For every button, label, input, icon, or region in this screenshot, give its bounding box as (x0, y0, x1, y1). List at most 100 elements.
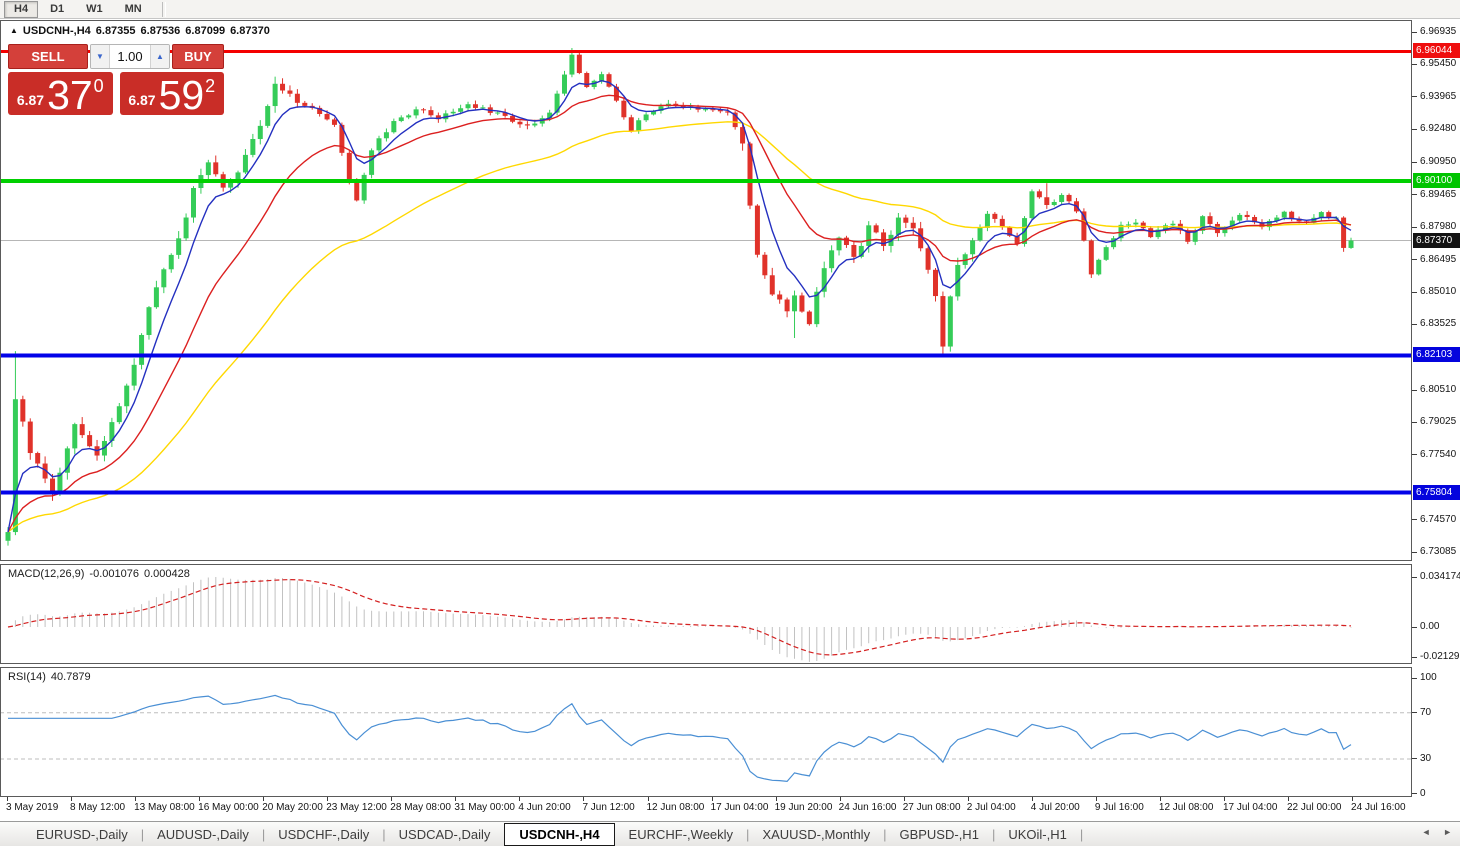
time-tick-mark (1288, 797, 1289, 801)
sell-price-prefix: 6.87 (16, 92, 45, 108)
one-click-trade-panel: SELL ▼ ▲ BUY 6.87 37 0 6.87 59 2 (8, 44, 224, 116)
timeframe-button-mn[interactable]: MN (115, 1, 152, 18)
ohlc-open: 6.87355 (95, 25, 136, 37)
timeframe-button-d1[interactable]: D1 (40, 1, 74, 18)
price-tick-mark (1412, 551, 1417, 553)
time-axis-label: 17 Jul 04:00 (1222, 802, 1278, 813)
price-tick-mark (1412, 161, 1417, 163)
price-tick-mark (1412, 63, 1417, 65)
tab-ukoil-h1[interactable]: UKOil-,H1 (1008, 826, 1067, 842)
price-axis-label: 6.77540 (1420, 448, 1457, 460)
rsi-scale-label: 70 (1420, 706, 1432, 718)
price-tick-mark (1412, 323, 1417, 325)
time-tick-mark (7, 797, 8, 801)
time-axis-label: 16 May 00:00 (198, 802, 259, 813)
timeframe-button-h4[interactable]: H4 (4, 0, 39, 18)
tab-audusd-daily[interactable]: AUDUSD-,Daily (157, 826, 249, 842)
volume-increase-button[interactable]: ▲ (150, 45, 169, 68)
time-tick-mark (647, 797, 649, 801)
macd-name: MACD(12,26,9) (8, 568, 85, 580)
volume-decrease-button[interactable]: ▼ (91, 45, 110, 68)
time-tick-mark (71, 797, 73, 801)
time-tick-mark (775, 797, 777, 801)
volume-spinner: ▼ ▲ (90, 44, 170, 69)
price-axis-label: 6.85010 (1420, 286, 1457, 297)
tab-separator: | (746, 826, 750, 842)
tab-scroll-right-icon[interactable]: ► (1443, 827, 1452, 837)
volume-input[interactable] (110, 45, 150, 68)
tab-scroll-left-icon[interactable]: ◄ (1421, 827, 1431, 837)
time-axis-label: 4 Jun 20:00 (518, 802, 571, 813)
price-tick-mark (1412, 31, 1417, 33)
price-axis-label: 6.96935 (1420, 26, 1457, 37)
buy-price-box[interactable]: 6.87 59 2 (119, 72, 224, 116)
time-axis-label: 9 Jul 16:00 (1094, 802, 1144, 813)
price-axis-label: 6.89465 (1420, 188, 1457, 200)
sell-price-box[interactable]: 6.87 37 0 (8, 72, 113, 116)
time-axis-label: 17 Jun 04:00 (710, 802, 769, 813)
price-tick-mark (1412, 226, 1417, 228)
time-axis: 3 May 2019 8 May 12:00 13 May 08:00 16 May … (0, 797, 1412, 821)
tab-separator: | (261, 826, 266, 842)
time-tick-mark (967, 797, 969, 801)
time-tick-mark (455, 797, 457, 801)
price-tick-mark (1412, 96, 1417, 98)
sell-button[interactable]: SELL (8, 44, 88, 69)
time-tick-mark (583, 797, 585, 801)
price-badge-mid-level: 6.90100 (1413, 173, 1460, 189)
price-badge-support-level-2: 6.75804 (1413, 484, 1460, 500)
price-axis-label: 6.90950 (1420, 156, 1457, 168)
macd-tick-mark (1412, 576, 1417, 578)
macd-tick-mark (1412, 656, 1417, 658)
toolbar-separator (161, 1, 166, 17)
tab-separator: | (382, 826, 386, 842)
buy-button[interactable]: BUY (172, 44, 224, 69)
ohlc-close: 6.87370 (230, 25, 270, 37)
price-chart-canvas[interactable] (0, 20, 1412, 561)
macd-indicator-label: MACD(12,26,9) -0.001076 0.000428 (8, 568, 195, 580)
price-tick-mark (1412, 421, 1417, 423)
time-axis-label: 7 Jun 12:00 (582, 802, 635, 813)
tab-usdcad-daily[interactable]: USDCAD-,Daily (398, 826, 491, 842)
time-axis-label: 22 Jul 00:00 (1287, 802, 1342, 813)
macd-tick-mark (1412, 626, 1417, 628)
tab-usdchf-daily[interactable]: USDCHF-,Daily (278, 826, 370, 842)
time-axis-label: 24 Jul 16:00 (1351, 802, 1406, 813)
chart-symbol-label: USDCNH-,H4 (22, 25, 91, 37)
timeframe-button-w1[interactable]: W1 (76, 1, 113, 18)
rsi-panel-canvas[interactable] (0, 667, 1412, 797)
timeframe-toolbar: H4 D1 W1 MN (0, 0, 1460, 19)
sell-price-pip-digit: 0 (93, 76, 104, 96)
tab-scroll-controls: ◄ ► (1412, 827, 1452, 837)
tab-eurusd-daily[interactable]: EURUSD-,Daily (36, 826, 128, 842)
rsi-tick-mark (1412, 793, 1417, 795)
price-axis-label: 6.83525 (1420, 318, 1457, 330)
price-axis-label: 6.92480 (1420, 123, 1457, 135)
tab-eurchf-weekly[interactable]: EURCHF-,Weekly (628, 826, 734, 842)
time-tick-mark (1223, 797, 1225, 801)
rsi-tick-mark (1412, 712, 1417, 714)
price-tick-mark (1412, 259, 1417, 261)
time-tick-mark (1031, 797, 1033, 801)
price-axis-label: 6.86495 (1420, 253, 1457, 265)
time-axis-label: 12 Jun 08:00 (646, 802, 705, 813)
tab-usdcnh-h4[interactable]: USDCNH-,H4 (504, 822, 615, 846)
triangle-icon: ▲ (10, 26, 18, 35)
time-tick-mark (1095, 797, 1097, 801)
price-tick-mark (1412, 128, 1417, 130)
price-tick-mark (1412, 389, 1417, 391)
time-axis-label: 24 Jun 16:00 (838, 802, 897, 813)
price-axis-label: 6.73085 (1420, 546, 1457, 557)
time-axis-label: 12 Jul 08:00 (1158, 802, 1214, 813)
time-tick-mark (903, 797, 905, 801)
time-axis-label: 3 May 2019 (6, 802, 59, 813)
tab-xauusd-monthly[interactable]: XAUUSD-,Monthly (762, 826, 871, 842)
tab-separator: | (883, 826, 887, 842)
time-axis-label: 28 May 08:00 (390, 802, 451, 813)
time-axis-label: 8 May 12:00 (70, 802, 126, 813)
tab-gbpusd-h1[interactable]: GBPUSD-,H1 (899, 826, 979, 842)
macd-panel-canvas[interactable] (0, 564, 1412, 664)
timeframe-button-group: H4 D1 W1 MN (4, 0, 152, 18)
chart-tab-bar: EURUSD-,Daily | AUDUSD-,Daily | USDCHF-,Dail… (0, 821, 1460, 846)
rsi-scale-label: 0 (1420, 787, 1426, 799)
